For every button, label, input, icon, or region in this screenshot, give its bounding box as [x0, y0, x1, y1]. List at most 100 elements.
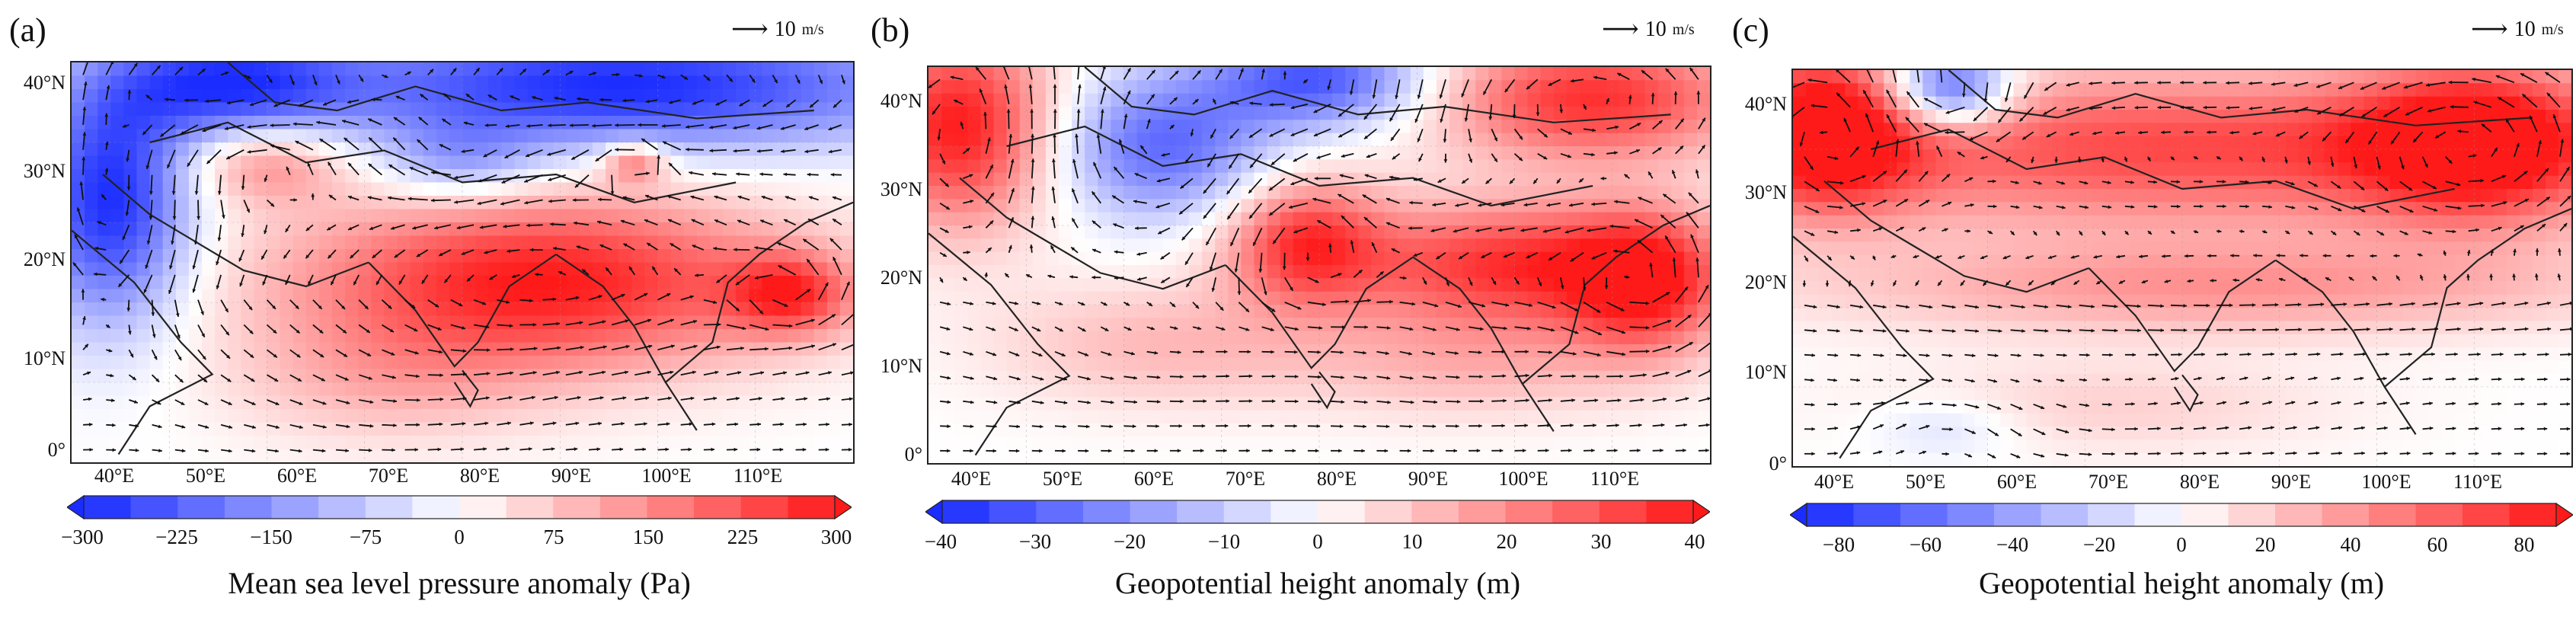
colorbar-segment — [599, 496, 647, 519]
colorbar-segment — [942, 500, 990, 523]
lat-tick: 0° — [1769, 452, 1787, 474]
colorbar-tick: 0 — [454, 526, 465, 548]
lat-tick: 20°N — [1744, 271, 1787, 293]
colorbar-scale — [924, 499, 1711, 525]
colorbar-ticks: −40 −30 −20 −10 0 10 20 30 40 — [925, 530, 1705, 561]
colorbar-tick: 80 — [2514, 533, 2535, 556]
colorbar-segment — [1994, 503, 2041, 526]
colorbar-segment — [1177, 500, 1225, 523]
wind-vectors — [928, 67, 1710, 453]
lon-tick: 110°E — [1590, 468, 1640, 490]
colorbar-segment — [2369, 503, 2416, 526]
colorbar-segment — [1552, 500, 1600, 523]
colorbar-segment — [2181, 503, 2229, 526]
colorbar-tick: 300 — [820, 526, 852, 548]
colorbar-segment — [2228, 503, 2276, 526]
colorbar-segment — [1458, 500, 1506, 523]
colorbar-label: Geopotential height anomaly (m) — [1978, 566, 2385, 600]
lon-tick: 40°E — [951, 468, 992, 490]
lon-tick: 40°E — [94, 465, 135, 487]
colorbar-segment — [1853, 503, 1901, 526]
colorbar-tick: 0 — [1312, 530, 1323, 553]
lon-tick: 100°E — [2361, 471, 2411, 493]
colorbar-segment — [459, 496, 507, 519]
lon-tick: 90°E — [2271, 471, 2312, 493]
colorbar-tick: −10 — [1207, 530, 1241, 553]
vector-key-unit-num: m — [1672, 21, 1685, 38]
lat-tick: 40°N — [1744, 93, 1787, 115]
colorbar-tick: 30 — [1590, 530, 1612, 553]
colorbar-ticks: −80 −60 −40 −20 0 20 40 60 80 — [1805, 533, 2558, 564]
lon-tick: 80°E — [2179, 471, 2220, 493]
anomaly-map — [1793, 70, 2571, 466]
map-frame — [1791, 69, 2573, 468]
colorbar — [924, 499, 1711, 528]
lon-tick: 50°E — [185, 465, 226, 487]
colorbar-segment — [553, 496, 601, 519]
colorbar-extend-max — [2555, 502, 2574, 528]
lon-tick: 70°E — [2088, 471, 2129, 493]
vector-scale-key: ⟶ 10 m/s — [2471, 15, 2564, 43]
panel-c: (c) ⟶ 10 m/s 40°N 30°N 20°N 10°N 0° 40°E… — [1717, 0, 2576, 623]
colorbar-scale — [1788, 502, 2574, 528]
vector-key-unit-den: s — [817, 21, 824, 38]
lon-tick: 60°E — [1133, 468, 1175, 490]
colorbar-segment — [1223, 500, 1271, 523]
colorbar-segment — [2509, 503, 2557, 526]
panel-label: (c) — [1732, 11, 1769, 49]
colorbar-segment — [224, 496, 272, 519]
lon-tick: 110°E — [733, 465, 783, 487]
colorbar-segment — [177, 496, 225, 519]
lat-tick: 20°N — [880, 267, 922, 289]
colorbar-extend-min — [924, 499, 943, 525]
vector-key-value: 10 — [774, 18, 796, 41]
colorbar-extend-min — [1788, 502, 1807, 528]
colorbar-segment — [1807, 503, 1854, 526]
lon-tick: 60°E — [276, 465, 318, 487]
colorbar-tick: −40 — [924, 530, 957, 553]
colorbar-ticks: −300 −225 −150 −75 0 75 150 225 300 — [61, 526, 852, 556]
anomaly-map — [928, 67, 1710, 463]
colorbar-segment — [1130, 500, 1178, 523]
anomaly-map — [72, 62, 853, 462]
lat-tick: 10°N — [880, 355, 922, 377]
colorbar-tick: −20 — [1113, 530, 1146, 553]
colorbar-extend-max — [1692, 499, 1711, 525]
panel-label: (b) — [871, 11, 910, 49]
colorbar-segment — [1900, 503, 1948, 526]
anomaly-field — [72, 62, 853, 462]
colorbar-segment — [2463, 503, 2510, 526]
colorbar-segment — [740, 496, 788, 519]
colorbar-tick: 40 — [1684, 530, 1705, 553]
colorbar-segment — [1411, 500, 1459, 523]
vector-key-value: 10 — [1644, 18, 1667, 41]
colorbar-label: Geopotential height anomaly (m) — [1114, 566, 1521, 600]
lon-tick: 40°E — [1814, 471, 1855, 493]
panel-a: (a) ⟶ 10 m/s 40°N 30°N 20°N 10°N 0° 40°E… — [0, 0, 858, 623]
colorbar-segment — [989, 500, 1037, 523]
colorbar — [66, 494, 853, 523]
colorbar-segment — [130, 496, 178, 519]
lon-tick: 100°E — [1498, 468, 1548, 490]
colorbar-tick: −40 — [1996, 533, 2029, 556]
colorbar-segment — [2322, 503, 2370, 526]
arrow-right-icon: ⟶ — [1602, 15, 1639, 43]
colorbar-tick: −20 — [2082, 533, 2116, 556]
map-frame — [70, 61, 855, 464]
colorbar-segment — [1318, 500, 1366, 523]
lon-tick: 90°E — [1408, 468, 1449, 490]
colorbar-tick: 40 — [2340, 533, 2361, 556]
vector-key-unit-den: s — [2557, 21, 2564, 38]
vector-scale-key: ⟶ 10 m/s — [731, 15, 824, 43]
colorbar-segment — [318, 496, 366, 519]
wind-vectors — [1793, 70, 2571, 459]
vector-key-unit-num: m — [2541, 21, 2554, 38]
vector-key-unit-num: m — [801, 21, 814, 38]
colorbar-segment — [2041, 503, 2089, 526]
colorbar-tick: 10 — [1401, 530, 1423, 553]
lon-tick: 50°E — [1042, 468, 1083, 490]
colorbar-segment — [1270, 500, 1318, 523]
colorbar-extend-min — [66, 494, 85, 520]
colorbar-segment — [365, 496, 413, 519]
colorbar-segment — [788, 496, 836, 519]
